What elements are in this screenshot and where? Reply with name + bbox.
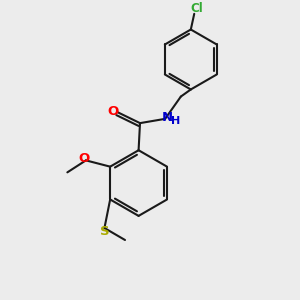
Text: H: H xyxy=(171,116,181,126)
Text: Cl: Cl xyxy=(191,2,203,15)
Text: N: N xyxy=(161,111,172,124)
Text: S: S xyxy=(100,225,110,238)
Text: O: O xyxy=(78,152,89,165)
Text: O: O xyxy=(108,105,119,118)
